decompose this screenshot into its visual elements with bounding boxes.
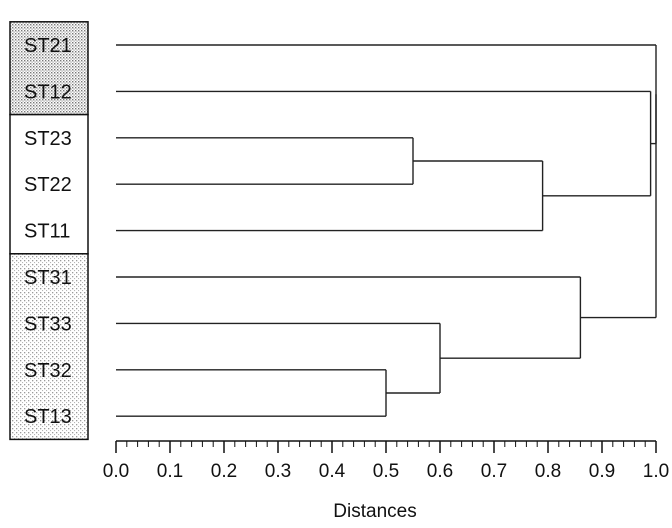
leaf-group-box-dense <box>9 21 89 116</box>
leaf-label-st31: ST31 <box>24 267 72 289</box>
leaf-group-box-white <box>9 113 89 255</box>
x-tick-label: 0.4 <box>319 461 346 482</box>
x-tick-label: 0.1 <box>157 461 183 482</box>
x-tick-label: 0.2 <box>211 461 237 482</box>
x-tick-label: 0.6 <box>427 461 453 482</box>
x-tick-label: 0.7 <box>481 461 507 482</box>
leaf-label-st21: ST21 <box>24 35 72 57</box>
dendrogram-branches <box>116 44 657 417</box>
x-axis: 0.0 0.1 0.2 0.3 0.4 0.5 0.6 0.7 0.8 0.9 1.0 <box>103 440 669 482</box>
leaf-label-boxes: ST21 ST12 ST23 ST22 ST11 ST31 ST33 ST32 ST13 <box>9 21 89 441</box>
x-tick-label: 0.9 <box>589 461 615 482</box>
leaf-label-st11: ST11 <box>24 221 70 243</box>
leaf-label-st22: ST22 <box>24 174 72 196</box>
leaf-label-st13: ST13 <box>24 406 72 428</box>
leaf-label-st23: ST23 <box>24 128 72 150</box>
x-tick-label: 0.3 <box>265 461 291 482</box>
x-tick-label: 0.0 <box>103 461 129 482</box>
x-axis-label: Distances <box>333 501 416 522</box>
leaf-label-st33: ST33 <box>24 313 72 335</box>
leaf-label-st32: ST32 <box>24 360 72 382</box>
leaf-group-box-light <box>9 253 89 441</box>
x-tick-label: 1.0 <box>643 461 669 482</box>
x-tick-label: 0.5 <box>373 461 399 482</box>
leaf-label-st12: ST12 <box>24 81 72 103</box>
x-tick-label: 0.8 <box>535 461 561 482</box>
